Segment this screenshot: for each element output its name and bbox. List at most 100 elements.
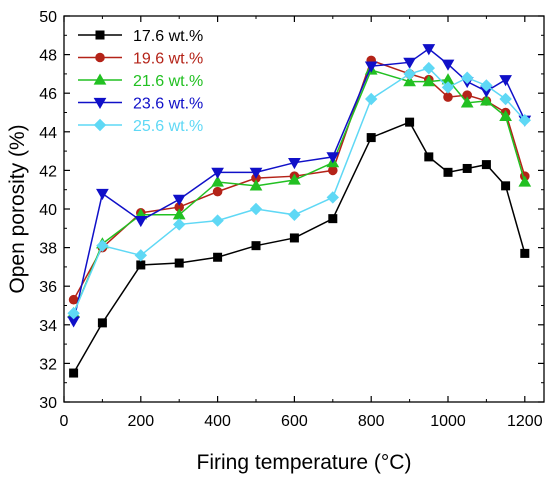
legend-item: 17.6 wt.% xyxy=(78,28,203,45)
data-point xyxy=(211,167,224,179)
x-tick-label: 200 xyxy=(127,413,154,430)
x-tick-label: 800 xyxy=(358,413,385,430)
y-axis-label: Open porosity (%) xyxy=(6,124,29,293)
series-line xyxy=(72,69,526,314)
data-point xyxy=(172,194,186,206)
data-point xyxy=(328,214,338,224)
series-line xyxy=(72,47,526,322)
data-point xyxy=(499,92,512,106)
data-point xyxy=(364,92,378,106)
legend-item: 25.6 wt.% xyxy=(78,118,203,135)
legend-label: 23.6 wt.% xyxy=(133,96,203,113)
data-point xyxy=(366,133,376,143)
y-tick-label: 30 xyxy=(39,395,57,412)
data-point xyxy=(518,175,532,187)
data-point xyxy=(424,152,434,162)
x-tick-label: 1000 xyxy=(430,413,466,430)
series-line xyxy=(72,67,526,314)
data-point xyxy=(172,218,186,231)
data-point xyxy=(67,307,80,320)
data-point xyxy=(422,44,436,56)
x-tick-label: 1200 xyxy=(507,413,543,430)
x-axis: 0 200 400 600 800 1000 1200 xyxy=(60,16,543,430)
legend-item: 23.6 wt.% xyxy=(78,96,203,113)
y-tick-label: 48 xyxy=(39,48,57,65)
data-point xyxy=(134,215,148,228)
data-point xyxy=(249,167,263,179)
data-point xyxy=(403,75,416,87)
data-point xyxy=(326,152,340,164)
y-tick-label: 32 xyxy=(39,356,57,373)
y-tick-label: 46 xyxy=(39,86,57,103)
y-tick-label: 50 xyxy=(39,9,57,26)
legend-marker xyxy=(93,118,107,132)
data-point xyxy=(403,67,416,81)
x-axis-label: Firing temperature (°C) xyxy=(197,451,412,474)
data-point xyxy=(518,114,532,127)
data-point xyxy=(405,117,415,127)
data-point xyxy=(326,191,340,204)
y-tick-label: 40 xyxy=(39,202,57,219)
data-point xyxy=(481,160,491,170)
data-point xyxy=(441,59,455,71)
data-point xyxy=(174,258,184,268)
data-point xyxy=(443,167,453,177)
series-4 xyxy=(67,61,532,320)
data-point xyxy=(403,57,416,69)
data-point xyxy=(249,179,263,191)
data-point xyxy=(328,165,338,176)
data-point xyxy=(289,233,299,243)
data-point xyxy=(480,79,493,92)
data-point xyxy=(443,92,453,102)
data-point xyxy=(520,248,530,258)
data-point xyxy=(501,181,511,191)
data-point xyxy=(364,61,378,73)
data-point xyxy=(441,81,455,94)
data-point xyxy=(499,109,512,121)
legend-marker xyxy=(95,52,105,63)
legend-item: 21.6 wt.% xyxy=(78,73,203,90)
legend-item: 19.6 wt.% xyxy=(78,51,203,68)
data-point xyxy=(460,71,474,84)
legend-marker xyxy=(93,73,107,85)
y-tick-label: 34 xyxy=(39,318,57,335)
legend: 17.6 wt.% 19.6 wt.% 21.6 wt.% 23.6 wt.% 25.6… xyxy=(78,28,203,135)
data-point xyxy=(249,202,263,216)
data-point xyxy=(211,214,224,227)
y-tick-label: 36 xyxy=(39,279,57,296)
x-tick-label: 400 xyxy=(204,413,231,430)
data-point xyxy=(69,368,79,378)
data-point xyxy=(251,241,261,251)
data-point xyxy=(288,173,301,185)
data-point xyxy=(462,163,472,173)
data-point xyxy=(499,75,512,87)
series-0 xyxy=(69,117,530,378)
legend-marker xyxy=(93,97,107,110)
y-tick-label: 42 xyxy=(39,163,57,180)
data-point xyxy=(288,208,301,221)
y-tick-label: 38 xyxy=(39,241,57,258)
data-point xyxy=(96,188,109,201)
data-point xyxy=(136,260,146,270)
data-point xyxy=(212,186,223,197)
legend-marker xyxy=(95,30,105,40)
data-point xyxy=(422,75,436,87)
data-point xyxy=(422,61,436,75)
data-point xyxy=(134,249,148,262)
x-tick-label: 0 xyxy=(60,413,69,430)
x-tick-label: 600 xyxy=(281,413,308,430)
data-point xyxy=(480,94,493,106)
data-point xyxy=(97,318,107,328)
legend-label: 25.6 wt.% xyxy=(133,118,203,135)
data-point xyxy=(68,294,79,305)
data-point xyxy=(460,96,474,108)
data-point xyxy=(213,252,223,262)
y-tick-label: 44 xyxy=(39,125,57,142)
plot-marks xyxy=(67,44,532,378)
series-line xyxy=(72,121,526,374)
legend-label: 17.6 wt.% xyxy=(133,28,203,45)
data-point xyxy=(211,175,224,187)
legend-label: 19.6 wt.% xyxy=(133,51,203,68)
legend-label: 21.6 wt.% xyxy=(133,73,203,90)
